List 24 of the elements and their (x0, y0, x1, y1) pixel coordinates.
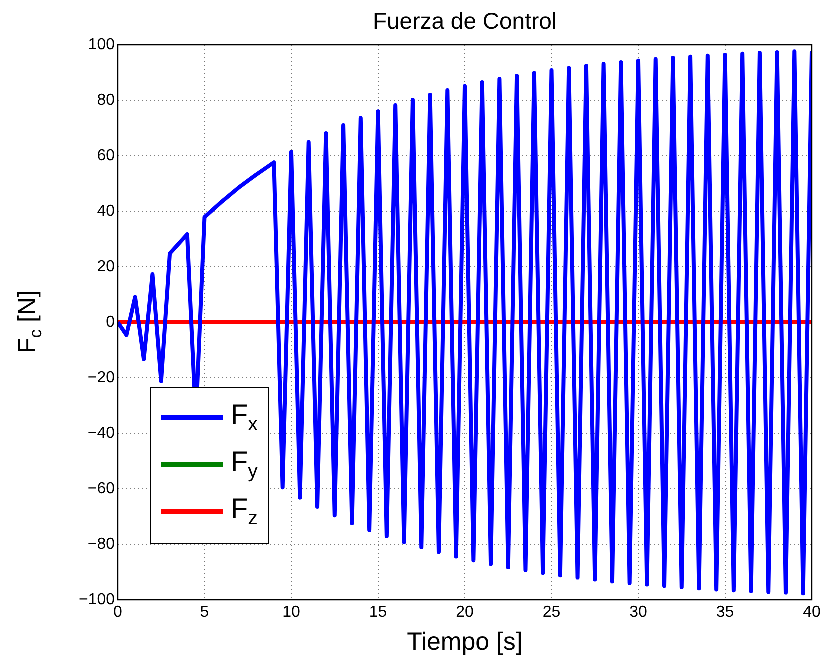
y-tick-label: −100 (78, 591, 116, 608)
x-axis-title: Tiempo [s] (406, 628, 524, 657)
legend-label: F$_{y}$ (231, 446, 258, 484)
y-tick-label: 100 (88, 36, 116, 54)
legend-label: F$_{z}$ (231, 492, 258, 530)
y-tick-label: −40 (88, 424, 116, 442)
chart-title: Fuerza de Control (372, 8, 558, 35)
x-tick-label: 15 (369, 604, 388, 622)
y-tick-label: 0 (106, 314, 116, 331)
y-tick-label: −60 (88, 480, 116, 498)
x-tick-label: 10 (282, 604, 300, 622)
y-tick-label: −20 (88, 369, 116, 386)
y-tick-label: 20 (97, 258, 116, 276)
x-tick-label: 35 (716, 604, 734, 622)
y-tick-label: 80 (97, 92, 116, 109)
y-tick-label: 40 (97, 202, 116, 220)
legend-label: F$_{x}$ (231, 398, 258, 436)
x-tick-label: 20 (456, 604, 474, 622)
y-tick-label: 60 (97, 147, 116, 164)
x-tick-label: 40 (803, 604, 821, 622)
x-tick-label: 5 (200, 604, 210, 622)
y-tick-label: −80 (88, 536, 116, 553)
x-tick-label: 25 (542, 604, 561, 622)
x-tick-label: 30 (630, 604, 648, 622)
